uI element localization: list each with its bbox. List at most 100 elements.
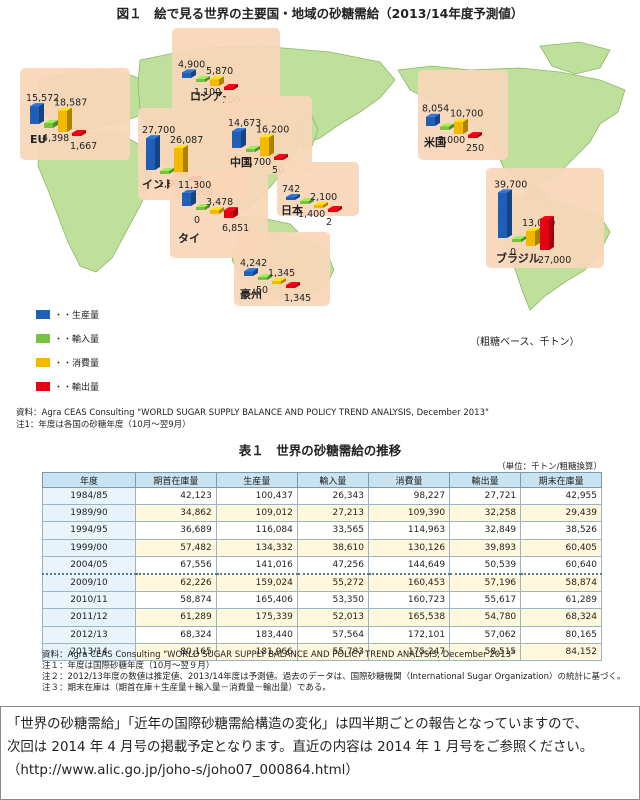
bar-side <box>507 189 512 238</box>
table-row: 2010/11 58,874 165,406 53,350 160,723 55,617 6… <box>42 591 602 610</box>
bar-top <box>160 168 174 171</box>
region-name: 米国 <box>423 135 446 149</box>
bar-value-label: 39,700 <box>494 179 527 190</box>
table-row: 1994/95 36,689 116,084 33,565 114,963 32,849 3… <box>42 521 602 540</box>
bar-front <box>286 197 295 200</box>
bar-value-label: 1,345 <box>268 268 295 279</box>
bar-side <box>269 134 274 156</box>
table-cell: 47,256 <box>296 555 369 575</box>
supply-table: 年度 期首在庫量 生産量 輸入量 消費量 輸出量 期末在庫量 1984/85 42… <box>42 472 602 661</box>
table-cell: 175,339 <box>215 608 298 627</box>
table-cell: 32,849 <box>449 521 522 540</box>
table-cell: 60,640 <box>520 555 602 575</box>
table-cell: 183,440 <box>215 625 298 644</box>
bar-top <box>244 268 258 272</box>
bar-top <box>30 103 44 107</box>
bar-value-label: 4,398 <box>42 133 69 144</box>
bar-top <box>260 134 274 138</box>
table-cell: 144,649 <box>367 555 451 575</box>
bar-side <box>233 207 238 218</box>
bar-value-label: 3,000 <box>438 135 465 146</box>
table-cell: 109,012 <box>215 504 298 523</box>
bar-front <box>224 210 233 218</box>
bar-top <box>328 206 342 209</box>
bar-side <box>463 118 468 134</box>
region-name: 中国 <box>230 155 252 169</box>
bar-front <box>44 122 53 128</box>
region-panels: EU 15,572 4,398 18,587 1,667 ロシア 4,900 1,100 5,8… <box>20 28 604 306</box>
region-name: インド <box>142 178 175 191</box>
bar-value-label: 1,345 <box>284 293 311 304</box>
bar-value-label: 2,100 <box>310 192 337 203</box>
bar-front <box>468 135 477 138</box>
table-cell: 62,226 <box>135 572 217 593</box>
region-panel-bg <box>277 162 359 216</box>
bar-value-label: 10,700 <box>450 109 483 120</box>
bar-side <box>549 215 554 250</box>
bar-value-label: 1,400 <box>298 209 325 220</box>
table-cell: 33,565 <box>296 521 369 540</box>
region-name: 日本 <box>281 203 303 217</box>
bar-front <box>454 121 463 134</box>
region-name: ロシア <box>190 90 223 103</box>
bar-value-label: 4,242 <box>240 258 267 269</box>
footer-box: 「世界の砂糖需給」「近年の国際砂糖需給構造の変化」は四半期ごとの報告となっていま… <box>0 706 640 800</box>
table-cell: 80,165 <box>520 625 602 644</box>
bar-side <box>241 128 246 148</box>
bar-top <box>300 198 314 201</box>
bar-value-label: 4,900 <box>178 59 205 70</box>
bar-front <box>274 157 283 160</box>
bar-side <box>81 130 86 136</box>
table-cell: 57,482 <box>135 538 217 557</box>
bar-value-label: 50 <box>256 285 268 296</box>
bar-top <box>512 236 526 239</box>
table-cell: 58,515 <box>449 642 522 661</box>
bar-top <box>540 215 554 219</box>
footer-line-2: 次回は 2014 年 4 月号の掲載予定となります。直近の内容は 2014 年 … <box>7 740 594 755</box>
region-name: 豪州 <box>240 287 262 301</box>
region-panel-bg <box>20 68 130 160</box>
region-panel: 米国 8,054 3,000 10,700 250 <box>418 70 508 160</box>
header-closing-stock: 期末在庫量 <box>520 472 602 488</box>
region-name: タイ <box>178 232 200 245</box>
bar-top <box>286 194 300 197</box>
bar-top <box>468 132 482 135</box>
table-cell: 50,539 <box>449 555 522 575</box>
bar-side <box>521 236 526 242</box>
bar-front <box>314 205 323 208</box>
bar-front <box>300 201 309 204</box>
table-body: 1984/85 42,123 100,437 26,343 98,227 27,721 42… <box>42 486 602 661</box>
table-cell: 34,862 <box>135 504 217 523</box>
region-panel-bg <box>172 28 280 110</box>
bar-top <box>232 128 246 132</box>
table-cell: 55,272 <box>296 572 369 593</box>
table-cell: 61,289 <box>520 591 602 610</box>
legend-label: ・・輸入量 <box>54 333 99 345</box>
table-cell: 159,024 <box>215 572 298 593</box>
table-cell-year: 1989/90 <box>42 504 136 523</box>
table-cell: 39,893 <box>449 538 522 557</box>
table-cell: 80,165 <box>135 642 217 661</box>
table-cell: 61,289 <box>135 608 217 627</box>
header-imports: 輸入量 <box>296 472 369 488</box>
bar-value-label: 27,700 <box>142 125 175 136</box>
bar-top <box>210 76 224 80</box>
bar-front <box>30 106 39 124</box>
bar-top <box>182 190 196 194</box>
bar-side <box>283 154 288 160</box>
table-cell: 42,955 <box>520 486 602 506</box>
legend: ・・生産量・・輸入量・・消費量・・輸出量 <box>36 309 99 393</box>
table-cell: 134,332 <box>215 538 298 557</box>
table-unit: （単位：千トン/粗糖換算） <box>497 462 602 472</box>
bar-front <box>72 133 81 136</box>
table-row: 2011/12 61,289 175,339 52,013 165,538 54,780 6… <box>42 608 602 627</box>
table-cell-year: 2011/12 <box>42 608 136 627</box>
bar-front <box>286 285 295 288</box>
table-note-2: 注２：2012/13年度の数値は推定値、2013/14年度は予測値。過去のデータ… <box>42 672 626 682</box>
bar-side <box>205 204 210 210</box>
table-cell: 42,123 <box>135 486 217 506</box>
table-cell: 165,538 <box>367 608 451 627</box>
bar-side <box>535 227 540 246</box>
bar-value-label: 16,200 <box>256 124 289 135</box>
bar-side <box>39 103 44 124</box>
